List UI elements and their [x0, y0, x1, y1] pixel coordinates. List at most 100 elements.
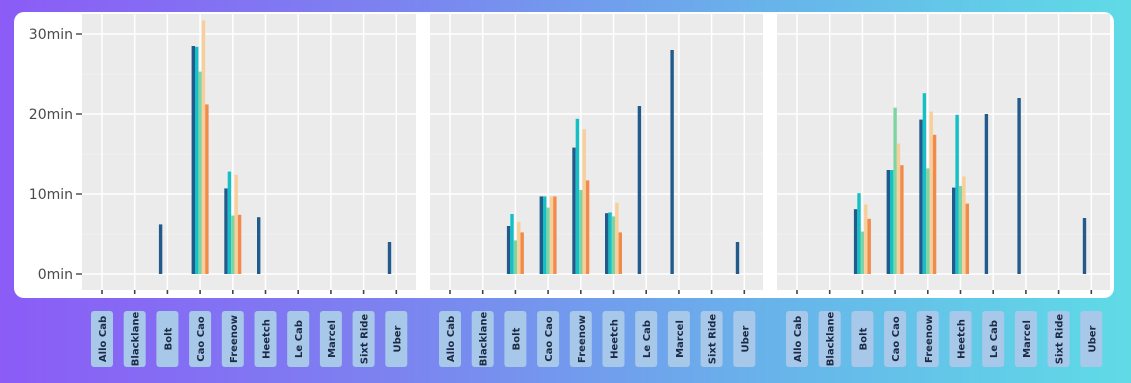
bar	[198, 71, 202, 274]
x-tick-label: Heetch	[957, 319, 968, 359]
bar	[579, 190, 583, 274]
x-tick-label-box	[471, 311, 494, 367]
bar	[929, 111, 933, 274]
x-tick-label: Le Cab	[989, 320, 1000, 358]
panel-background	[82, 14, 416, 290]
bar	[860, 231, 865, 274]
x-tick-label: Le Cab	[642, 320, 653, 358]
bar	[608, 212, 612, 274]
bar	[543, 196, 547, 274]
x-tick-label: Bolt	[511, 327, 522, 350]
bar	[919, 119, 923, 274]
bar	[227, 171, 232, 274]
x-tick-label: Le Cab	[294, 320, 305, 358]
bar	[896, 143, 901, 274]
bar	[958, 186, 963, 274]
x-tick-label-box	[504, 311, 527, 367]
x-tick-label: Blacklane	[131, 312, 142, 367]
x-tick-label-box	[439, 311, 461, 367]
bar	[615, 202, 619, 274]
x-tick-label-box	[916, 311, 939, 367]
bar	[201, 20, 206, 275]
x-tick-label: Freenow	[924, 315, 935, 363]
x-tick-label-box	[602, 311, 625, 367]
bar	[231, 215, 235, 274]
bar	[257, 217, 261, 274]
x-tick-label: Marcel	[675, 320, 686, 358]
bar	[195, 46, 199, 274]
x-tick-label-box	[254, 311, 277, 367]
bar	[922, 93, 927, 274]
bar	[539, 196, 543, 274]
x-tick-label-box	[1080, 311, 1103, 367]
x-tick-label: Allo Cab	[98, 316, 109, 362]
bar	[224, 188, 228, 274]
bar	[158, 224, 163, 274]
x-tick-label: Allo Cab	[446, 316, 457, 362]
bar	[637, 106, 642, 274]
y-tick-label: 0min	[38, 267, 73, 283]
x-tick-label-box	[1047, 311, 1070, 367]
bar	[553, 196, 557, 274]
bar	[572, 147, 576, 274]
bar	[926, 168, 930, 274]
x-tick-label: Freenow	[577, 315, 588, 363]
x-tick-label-box	[667, 311, 690, 367]
bar	[1017, 98, 1021, 274]
y-tick-label: 20min	[29, 107, 73, 123]
x-tick-label: Allo Cab	[793, 316, 804, 362]
x-tick-label: Sixt Ride	[1055, 314, 1066, 365]
bar	[853, 209, 858, 274]
x-tick-label: Sixt Ride	[708, 314, 719, 365]
bar	[1082, 218, 1087, 274]
x-tick-label: Cao Cao	[544, 316, 555, 362]
bar	[890, 170, 894, 274]
bar	[735, 242, 740, 274]
x-tick-label-box	[949, 311, 972, 367]
bar	[962, 176, 966, 274]
x-tick-label-box	[385, 311, 408, 367]
x-tick-label-box	[352, 311, 375, 367]
x-tick-label: Bolt	[163, 327, 174, 350]
bar	[965, 203, 969, 274]
bar	[520, 232, 524, 274]
x-tick-label: Marcel	[327, 320, 338, 358]
bar	[955, 114, 959, 274]
x-tick-label-box	[733, 311, 756, 367]
x-tick-label: Freenow	[229, 315, 240, 363]
x-tick-label-box	[319, 311, 342, 367]
x-tick-label: Sixt Ride	[360, 314, 371, 365]
bar	[867, 218, 871, 274]
bar	[387, 242, 392, 274]
x-tick-label-box	[635, 311, 658, 367]
bar	[546, 207, 550, 274]
bar	[952, 187, 956, 274]
x-tick-label-box	[537, 311, 560, 367]
bar	[506, 226, 511, 274]
bar	[582, 129, 586, 274]
bar	[857, 193, 861, 274]
x-tick-label: Blacklane	[826, 312, 837, 367]
panel-background	[430, 14, 763, 290]
x-tick-label-box	[156, 311, 179, 367]
x-tick-label-box	[123, 311, 146, 367]
bar	[585, 180, 590, 274]
bar	[575, 118, 580, 274]
x-tick-label-box	[851, 311, 874, 367]
bar	[670, 50, 674, 274]
bar	[513, 240, 518, 274]
x-tick-label-box	[91, 311, 113, 367]
x-tick-label: Blacklane	[479, 312, 490, 367]
bar	[517, 222, 521, 274]
bar	[234, 174, 238, 274]
x-tick-label-box	[1014, 311, 1037, 367]
x-tick-label-box	[700, 311, 723, 367]
x-tick-label-box	[786, 311, 808, 367]
panel-background	[777, 14, 1110, 290]
x-tick-label-box	[818, 311, 841, 367]
bar	[886, 170, 890, 274]
bar	[864, 204, 868, 274]
bar	[510, 214, 514, 274]
bar	[618, 232, 622, 274]
x-tick-label: Uber	[392, 325, 403, 352]
